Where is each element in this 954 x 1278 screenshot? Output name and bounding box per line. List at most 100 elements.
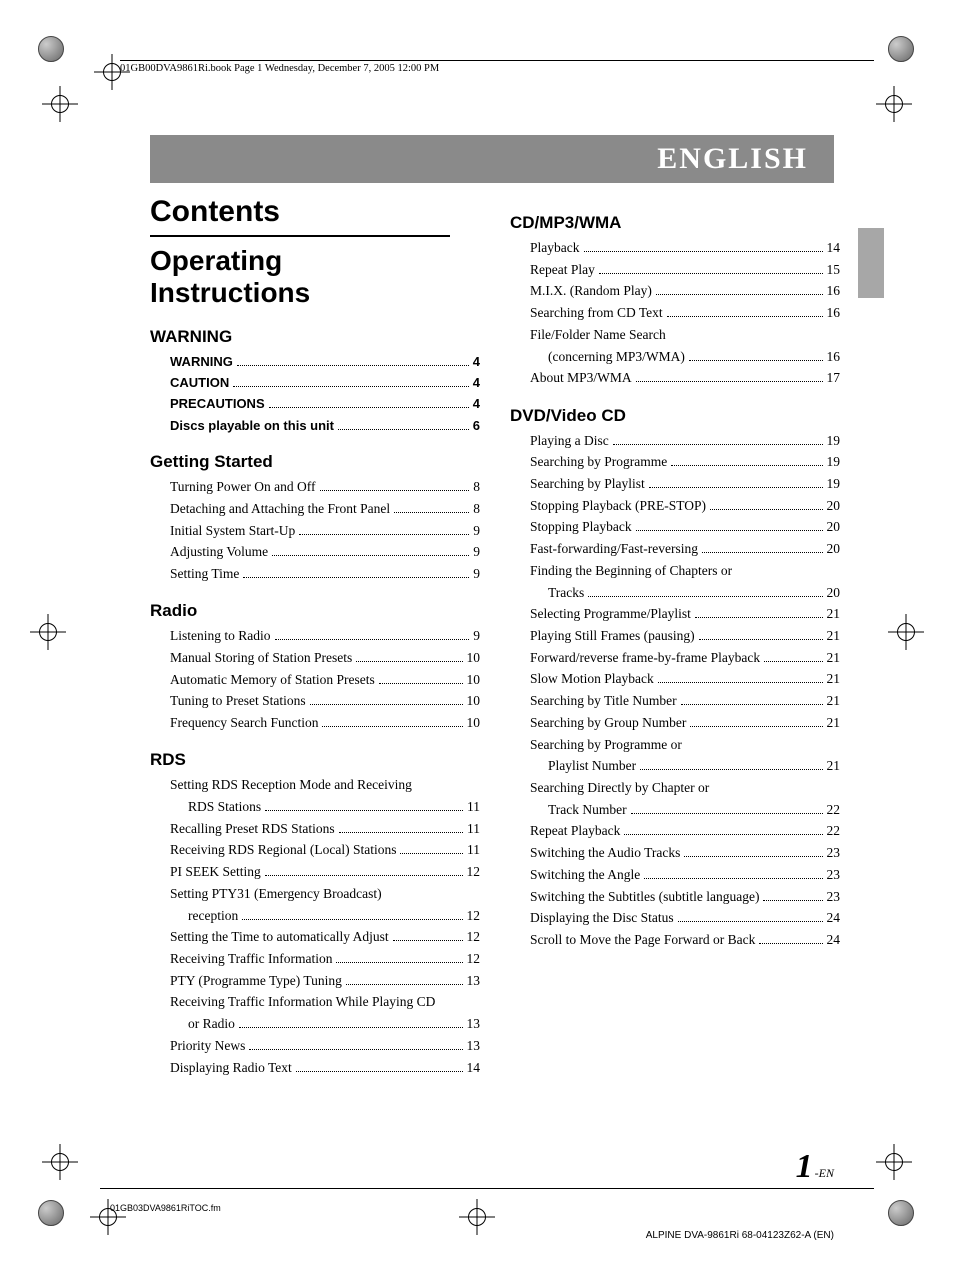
- page-header: 01GB00DVA9861Ri.book Page 1 Wednesday, D…: [120, 60, 874, 74]
- toc-leader: [265, 801, 463, 811]
- toc-page: 9: [473, 543, 480, 561]
- toc-page: 19: [827, 432, 841, 450]
- reg-mark-mid-right: [894, 620, 918, 644]
- language-banner: ENGLISH: [150, 135, 834, 183]
- toc-leader: [640, 760, 822, 770]
- toc-page: 11: [467, 841, 480, 859]
- toc-page: 22: [827, 822, 841, 840]
- toc-leader: [631, 803, 823, 813]
- toc-page: 23: [827, 866, 841, 884]
- toc-label: Playing a Disc: [530, 432, 609, 450]
- toc-entry: Stopping Playback (PRE-STOP)20: [530, 497, 840, 515]
- toc-label: Searching by Group Number: [530, 714, 686, 732]
- toc-label: Listening to Radio: [170, 627, 271, 645]
- toc-page: 20: [827, 584, 841, 602]
- toc-label: Selecting Programme/Playlist: [530, 605, 691, 623]
- toc-label: Tuning to Preset Stations: [170, 692, 306, 710]
- toc-page: 10: [467, 649, 481, 667]
- toc-entry: Setting the Time to automatically Adjust…: [170, 928, 480, 946]
- toc-leader: [322, 717, 462, 727]
- toc-leader: [296, 1061, 463, 1071]
- toc-page: 13: [467, 1015, 481, 1033]
- toc-leader: [339, 822, 463, 832]
- toc-leader: [338, 419, 469, 429]
- toc-entry: Selecting Programme/Playlist21: [530, 605, 840, 623]
- toc-label: Initial System Start-Up: [170, 522, 295, 540]
- toc-label: File/Folder Name Search: [530, 326, 666, 344]
- page-number: 1: [796, 1148, 813, 1186]
- toc-leader: [272, 546, 469, 556]
- toc-block: Listening to Radio9Manual Storing of Sta…: [170, 627, 480, 732]
- toc-label: Fast-forwarding/Fast-reversing: [530, 540, 698, 558]
- toc-page: 8: [473, 478, 480, 496]
- toc-entry: WARNING4: [170, 353, 480, 371]
- toc-page: 21: [827, 649, 841, 667]
- toc-page: 24: [827, 931, 841, 949]
- toc-page: 12: [467, 950, 481, 968]
- toc-page: 21: [827, 757, 841, 775]
- toc-leader: [690, 716, 822, 726]
- toc-block: Playback14Repeat Play15M.I.X. (Random Pl…: [530, 239, 840, 388]
- toc-label: Slow Motion Playback: [530, 670, 654, 688]
- language-text: ENGLISH: [657, 142, 808, 176]
- toc-page: 11: [467, 820, 480, 838]
- toc-label: Automatic Memory of Station Presets: [170, 671, 375, 689]
- page-suffix: -EN: [815, 1166, 834, 1181]
- toc-label-cont: or Radio: [188, 1015, 235, 1033]
- toc-label: Switching the Audio Tracks: [530, 844, 680, 862]
- toc-leader: [671, 456, 822, 466]
- toc-label: Stopping Playback: [530, 518, 632, 536]
- toc-page: 16: [827, 348, 841, 366]
- toc-label: Frequency Search Function: [170, 714, 318, 732]
- toc-label-cont: (concerning MP3/WMA): [548, 348, 685, 366]
- toc-page: 21: [827, 692, 841, 710]
- toc-entry: Automatic Memory of Station Presets10: [170, 671, 480, 689]
- section-heading: Getting Started: [150, 452, 480, 472]
- toc-label: Repeat Play: [530, 261, 595, 279]
- toc-page: 15: [827, 261, 841, 279]
- toc-leader: [393, 931, 463, 941]
- toc-label: Switching the Subtitles (subtitle langua…: [530, 888, 759, 906]
- footer-rule: [100, 1188, 874, 1189]
- toc-label: Searching by Programme or: [530, 736, 682, 754]
- toc-leader: [310, 695, 463, 705]
- toc-page: 24: [827, 909, 841, 927]
- toc-page: 9: [473, 627, 480, 645]
- page-number-area: 1 -EN: [150, 1148, 834, 1186]
- toc-leader: [379, 673, 463, 683]
- toc-page: 23: [827, 844, 841, 862]
- toc-label: Turning Power On and Off: [170, 478, 316, 496]
- toc-label: Playing Still Frames (pausing): [530, 627, 695, 645]
- toc-entry: CAUTION4: [170, 374, 480, 392]
- toc-page: 21: [827, 670, 841, 688]
- toc-entry: Recalling Preset RDS Stations11: [170, 820, 480, 838]
- toc-entry: Displaying Radio Text14: [170, 1059, 480, 1077]
- toc-page: 14: [827, 239, 841, 257]
- toc-leader: [695, 608, 823, 618]
- toc-entry: Repeat Playback22: [530, 822, 840, 840]
- toc-entry: Turning Power On and Off 8: [170, 478, 480, 496]
- toc-leader: [636, 372, 823, 382]
- toc-leader: [320, 481, 470, 491]
- toc-leader: [242, 909, 462, 919]
- toc-page: 12: [467, 863, 481, 881]
- toc-page: 13: [467, 1037, 481, 1055]
- toc-entry: Switching the Subtitles (subtitle langua…: [530, 888, 840, 906]
- toc-leader: [658, 673, 823, 683]
- toc-page: 21: [827, 627, 841, 645]
- toc-leader: [689, 350, 823, 360]
- toc-entry: Setting PTY31 (Emergency Broadcast)recep…: [170, 885, 480, 925]
- toc-leader: [356, 651, 462, 661]
- toc-leader: [243, 568, 469, 578]
- toc-label: Switching the Angle: [530, 866, 640, 884]
- toc-leader: [394, 502, 469, 512]
- divider: [150, 235, 450, 237]
- contents-title: Contents: [150, 195, 480, 229]
- left-column: Contents OperatingInstructions WARNINGWA…: [150, 195, 480, 1080]
- toc-label: Setting Time: [170, 565, 239, 583]
- toc-block: Setting RDS Reception Mode and Receiving…: [170, 776, 480, 1077]
- toc-entry: Tuning to Preset Stations10: [170, 692, 480, 710]
- toc-leader: [239, 1018, 463, 1028]
- toc-leader: [346, 974, 463, 984]
- toc-entry: Discs playable on this unit6: [170, 417, 480, 435]
